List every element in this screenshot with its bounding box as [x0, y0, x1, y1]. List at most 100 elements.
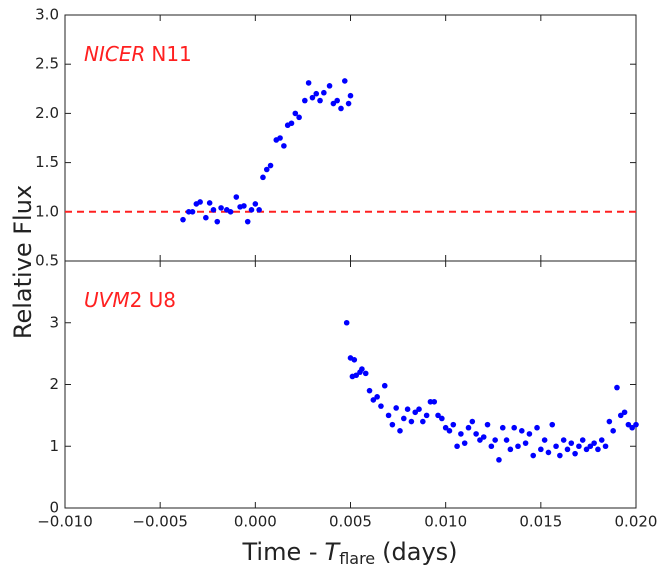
y-tick-label: 1: [49, 437, 59, 455]
annotation: NICER N11: [84, 42, 192, 66]
point: [302, 97, 308, 104]
point: [511, 424, 517, 431]
y-tick-label: 1.0: [35, 202, 59, 220]
point: [341, 78, 348, 84]
point: [241, 203, 247, 209]
point: [412, 409, 419, 416]
point: [321, 89, 327, 96]
point: [408, 418, 415, 425]
point: [465, 424, 472, 431]
point: [334, 97, 340, 104]
point: [227, 209, 234, 215]
point: [507, 446, 514, 453]
point: [576, 443, 582, 450]
point: [461, 440, 468, 446]
point: [378, 403, 384, 409]
point: [629, 424, 635, 431]
point: [248, 207, 255, 213]
x-tick-label: −0.010: [37, 513, 93, 531]
point: [530, 452, 537, 459]
point: [541, 437, 548, 443]
x-tick-label: 0.010: [424, 513, 467, 531]
point: [351, 357, 358, 363]
point: [450, 421, 457, 428]
point: [435, 412, 441, 419]
point: [522, 440, 529, 446]
point: [366, 387, 373, 394]
point: [534, 424, 540, 431]
y-axis-label: Relative Flux: [9, 185, 37, 339]
point: [572, 450, 578, 457]
point: [244, 218, 251, 225]
point: [625, 421, 632, 428]
point: [420, 418, 426, 425]
point: [579, 437, 586, 443]
point: [374, 394, 380, 400]
point: [359, 366, 365, 372]
point: [564, 446, 571, 453]
point: [439, 415, 445, 422]
point: [458, 431, 464, 437]
x-tick-label: 0.005: [329, 513, 372, 531]
point: [519, 428, 525, 434]
point: [393, 405, 399, 411]
y-tick-label: 2.5: [35, 55, 59, 73]
point: [288, 120, 295, 127]
x-label-subscript: flare: [339, 549, 375, 568]
point: [557, 452, 563, 459]
point: [317, 97, 323, 104]
point: [610, 428, 616, 434]
point: [189, 209, 196, 215]
point: [633, 421, 639, 428]
point: [397, 428, 403, 434]
point: [260, 174, 266, 181]
point: [267, 162, 274, 169]
point: [210, 207, 217, 213]
y-tick-label: 0.5: [35, 252, 59, 270]
point: [492, 437, 498, 443]
point: [446, 428, 453, 434]
point: [606, 418, 613, 425]
point: [595, 446, 601, 453]
x-tick-label: 0.000: [234, 513, 277, 531]
point: [602, 443, 609, 450]
point: [326, 83, 333, 89]
point: [621, 409, 628, 416]
point: [503, 437, 510, 443]
point: [454, 443, 460, 450]
point: [206, 200, 213, 206]
point: [404, 406, 411, 413]
point: [214, 218, 221, 225]
point: [343, 319, 350, 326]
point: [338, 105, 344, 112]
point: [180, 216, 186, 223]
point: [296, 114, 302, 121]
annotation: UVM2 U8: [84, 288, 176, 312]
point: [587, 443, 594, 450]
x-tick-label: 0.015: [519, 513, 562, 531]
y-tick-label: 3: [49, 313, 59, 331]
x-label-italic: T: [325, 538, 342, 566]
point: [381, 382, 388, 389]
point: [431, 398, 438, 405]
y-tick-label: 1.5: [35, 153, 59, 171]
point: [568, 440, 575, 446]
point: [473, 431, 479, 437]
point: [347, 92, 354, 99]
point: [281, 143, 287, 149]
point: [545, 449, 552, 456]
point: [218, 205, 224, 211]
point: [488, 443, 495, 450]
point: [515, 443, 521, 450]
point: [423, 412, 430, 419]
point: [345, 100, 352, 107]
point: [313, 90, 320, 97]
point: [526, 431, 533, 437]
point: [484, 421, 491, 428]
point: [538, 446, 544, 453]
point: [362, 370, 369, 377]
point: [305, 80, 312, 86]
point: [549, 421, 556, 428]
annotation-italic: NICER: [84, 42, 145, 66]
